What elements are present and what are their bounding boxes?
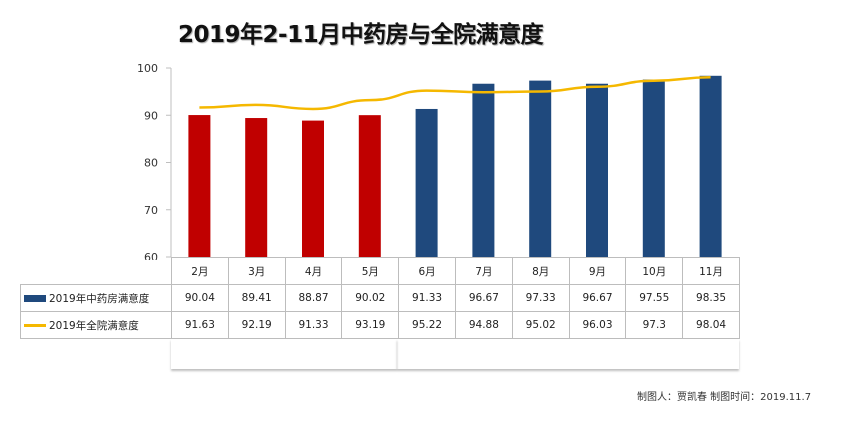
chart-title: 2019年2-11月中药房与全院满意度	[178, 22, 544, 48]
bar-value-cell: 96.67	[568, 284, 627, 312]
line-legend-key	[24, 324, 46, 327]
bar	[245, 118, 268, 257]
bar	[415, 108, 438, 257]
bar-value-cell: 89.41	[227, 284, 286, 312]
footnote: 制图人：贾凯春 制图时间：2019.11.7	[637, 392, 812, 403]
group-band-before: 改善前	[171, 339, 397, 369]
category-cell: 3月	[227, 257, 286, 285]
legend-line-series: 2019年全院满意度	[20, 311, 172, 339]
category-cell: 6月	[398, 257, 456, 285]
bar-series-row: 2019年中药房满意度 90.04 89.41 88.87 90.02 91.3…	[20, 284, 740, 312]
category-cell: 2月	[171, 257, 229, 285]
bar	[586, 83, 608, 257]
bar-value-cell: 97.55	[625, 284, 684, 312]
bar-value-cell: 98.35	[682, 284, 740, 312]
y-tick-label: 70	[144, 204, 158, 217]
bar	[642, 79, 665, 257]
bar	[529, 80, 552, 257]
bar	[188, 115, 211, 257]
group-band-after: 改善后	[397, 339, 739, 369]
bar-value-cell: 96.67	[454, 284, 513, 312]
line-value-cell: 95.22	[398, 311, 456, 339]
category-cell: 5月	[341, 257, 400, 285]
category-cell: 7月	[454, 257, 513, 285]
category-cell: 10月	[625, 257, 684, 285]
bar	[472, 83, 495, 257]
line-series-name: 2019年全院满意度	[49, 319, 139, 332]
line-value-cell: 91.33	[284, 311, 343, 339]
bar-series-name: 2019年中药房满意度	[49, 292, 150, 305]
y-tick-label: 90	[144, 109, 158, 122]
category-cell: 11月	[682, 257, 740, 285]
bar-value-cell: 91.33	[398, 284, 456, 312]
series-line	[199, 76, 711, 111]
bar	[699, 75, 722, 257]
bar-value-cell: 88.87	[284, 284, 343, 312]
y-tick-label: 100	[137, 62, 158, 75]
combo-chart: 100 90 80 70 60	[137, 62, 722, 260]
line-value-cell: 93.19	[341, 311, 400, 339]
bar-value-cell: 97.33	[511, 284, 570, 312]
bar-value-cell: 90.04	[171, 284, 229, 312]
line-value-cell: 92.19	[227, 311, 286, 339]
y-tick-label: 80	[144, 157, 158, 170]
category-row: 2月 3月 4月 5月 6月 7月 8月 9月 10月 11月	[20, 257, 740, 285]
bar	[358, 115, 381, 257]
bar	[302, 120, 324, 257]
line-value-cell: 96.03	[568, 311, 627, 339]
line-value-cell: 91.63	[171, 311, 229, 339]
category-cell: 8月	[511, 257, 570, 285]
category-cell: 4月	[284, 257, 343, 285]
bar-legend-key	[24, 295, 46, 302]
line-value-cell: 94.88	[454, 311, 513, 339]
category-cell: 9月	[568, 257, 627, 285]
line-series-row: 2019年全院满意度 91.63 92.19 91.33 93.19 95.22…	[20, 311, 740, 339]
bar-value-cell: 90.02	[341, 284, 400, 312]
legend-bar-series: 2019年中药房满意度	[20, 284, 172, 312]
data-table: 2月 3月 4月 5月 6月 7月 8月 9月 10月 11月 2019年中药房…	[20, 257, 740, 339]
line-value-cell: 98.04	[682, 311, 740, 339]
line-value-cell: 95.02	[511, 311, 570, 339]
table-corner	[20, 257, 172, 285]
line-value-cell: 97.3	[625, 311, 684, 339]
y-tick-label: 60	[144, 251, 158, 260]
